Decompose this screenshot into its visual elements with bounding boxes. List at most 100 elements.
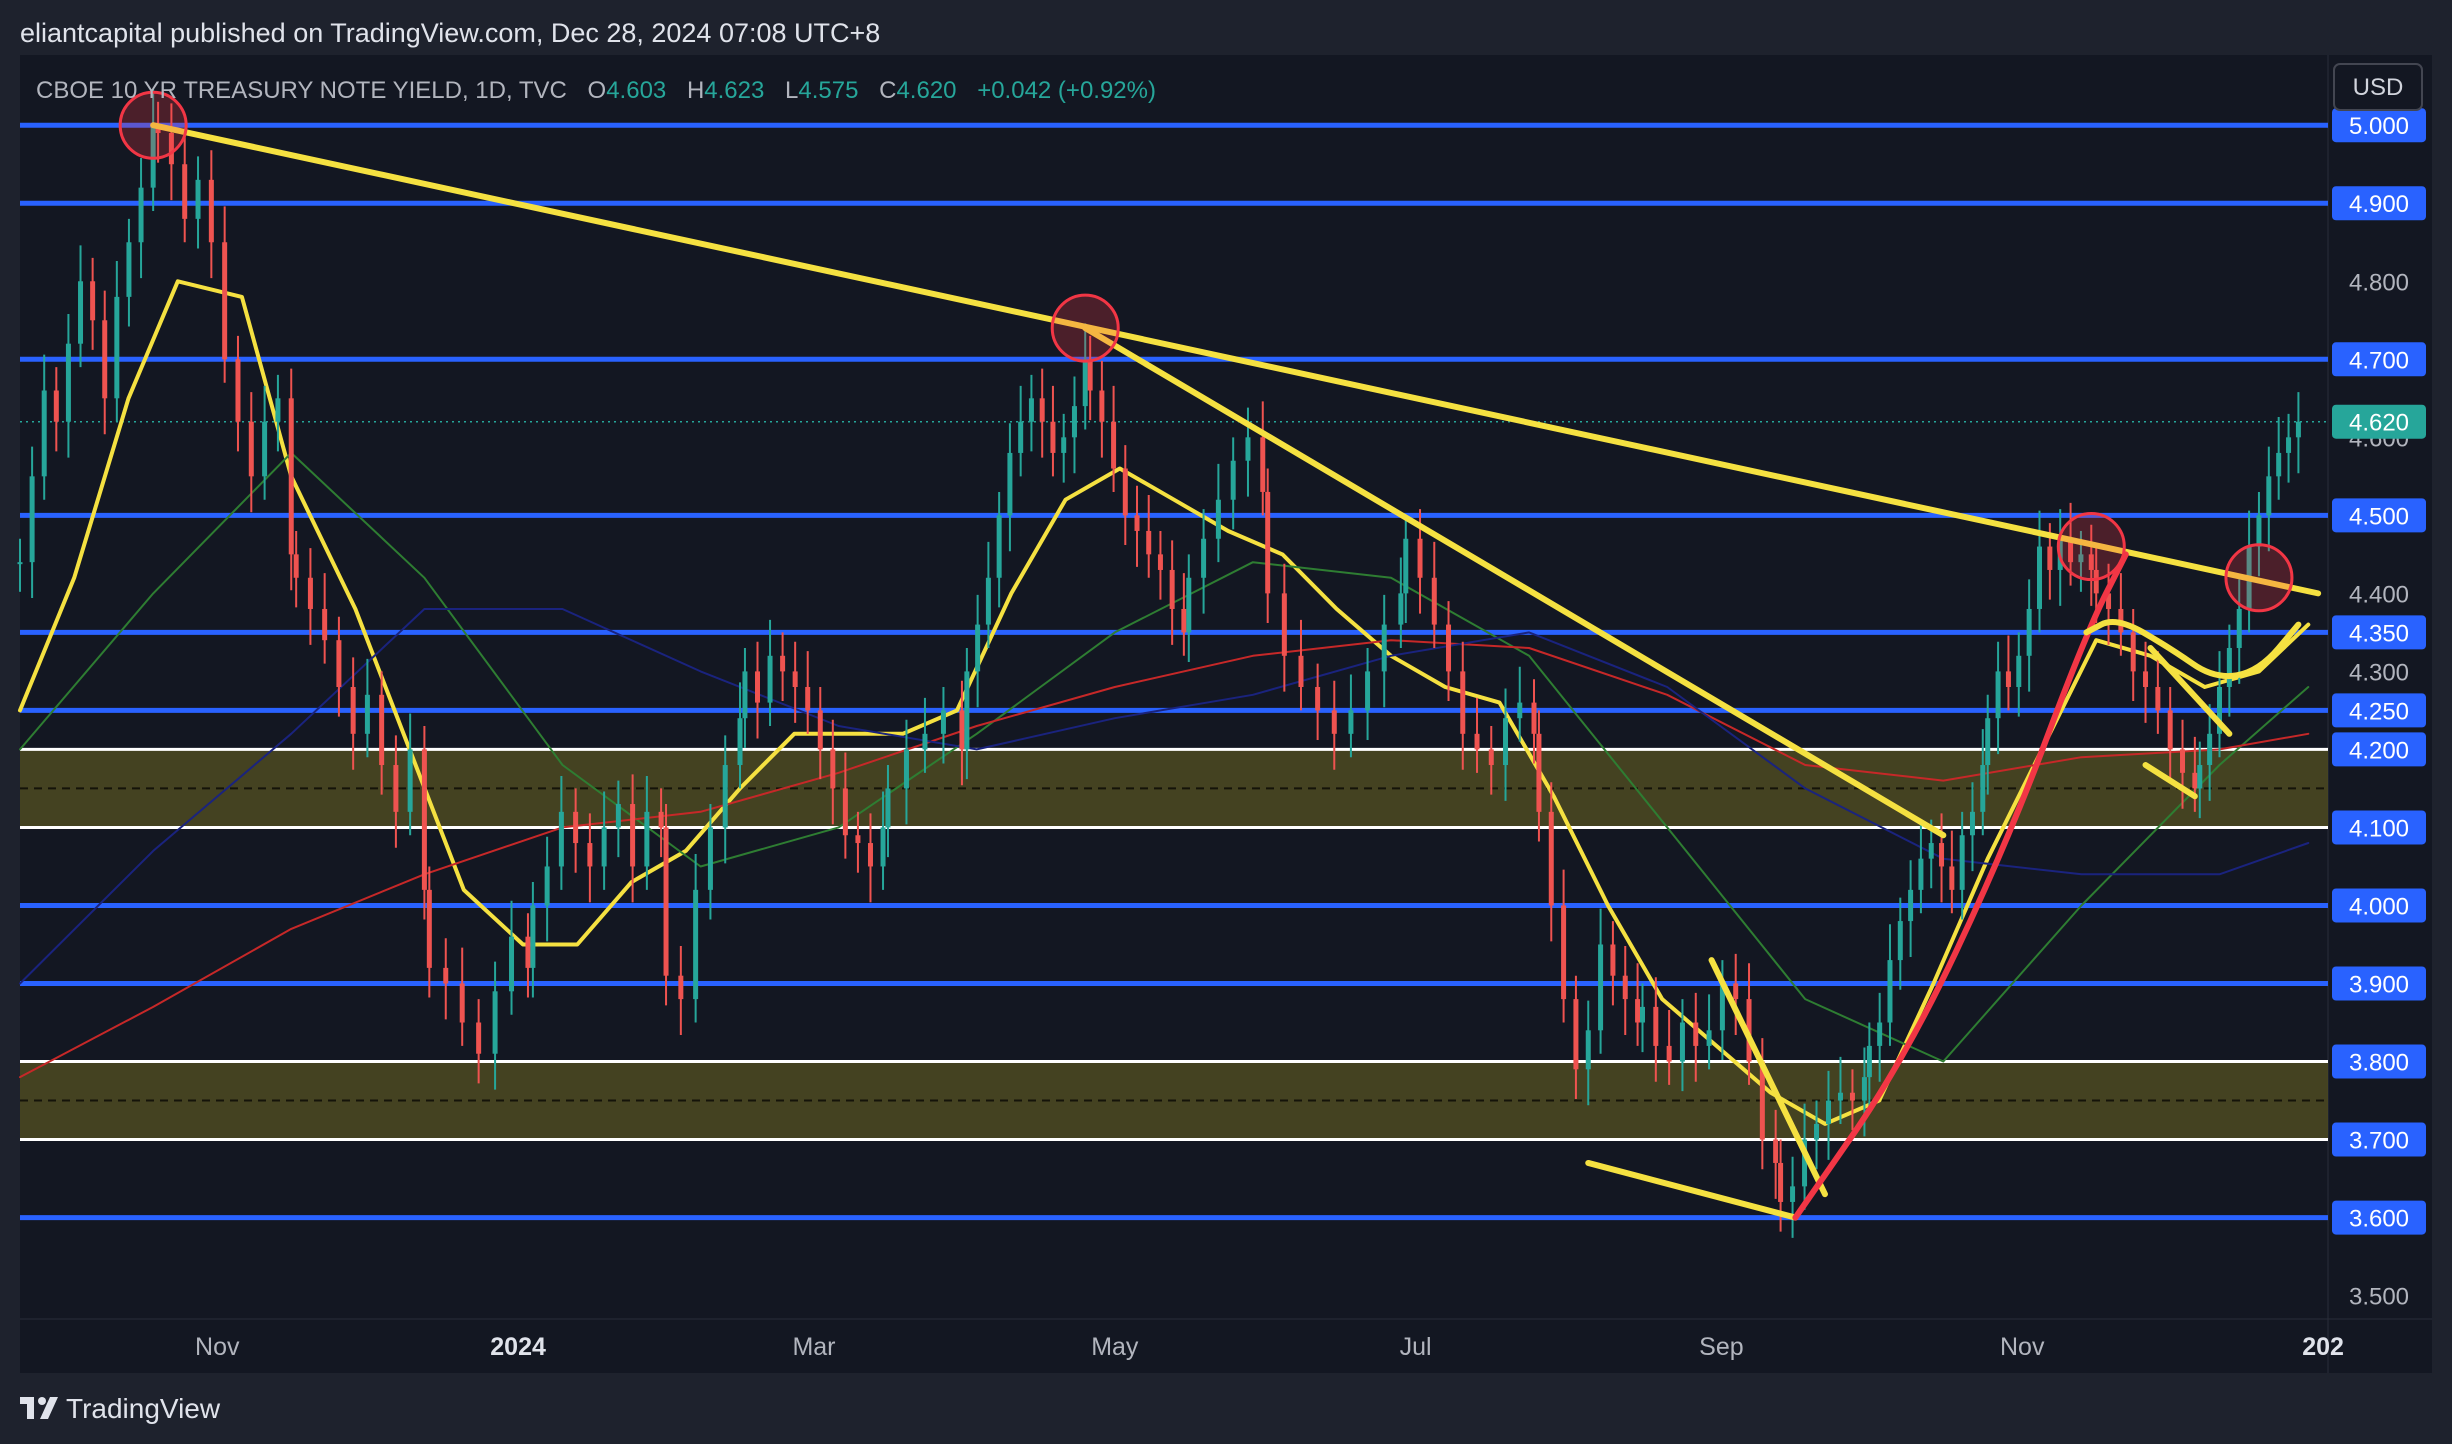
trendline xyxy=(2147,644,2233,737)
candle-body xyxy=(1561,905,1567,1000)
candle-body xyxy=(767,655,773,703)
candle-body xyxy=(168,133,174,165)
candle-body xyxy=(530,905,536,968)
candle-body xyxy=(1028,398,1034,422)
candle-body xyxy=(2016,655,2022,687)
candle-body xyxy=(985,577,991,625)
highlight-circle xyxy=(2056,512,2126,582)
candle-body xyxy=(248,421,254,477)
candle-body xyxy=(1536,733,1542,812)
candle-body xyxy=(1230,460,1236,500)
candle-body xyxy=(1417,538,1423,578)
published-caption: eliantcapital published on TradingView.c… xyxy=(20,18,880,48)
candle-body xyxy=(780,655,786,672)
candle-body xyxy=(2192,772,2198,789)
candle-body xyxy=(509,936,515,992)
candle-body xyxy=(830,749,836,789)
candle-body xyxy=(1082,359,1088,407)
candle-body xyxy=(1431,577,1437,625)
candle-body xyxy=(1861,1077,1867,1101)
close-label: C xyxy=(879,77,896,104)
candle-body xyxy=(2093,569,2099,594)
candle-body xyxy=(1949,866,1955,890)
high-label: H xyxy=(687,77,704,104)
price-tick-label: 4.250 xyxy=(2349,698,2409,725)
candle-body xyxy=(1635,999,1641,1023)
price-tick-label: 3.500 xyxy=(2349,1284,2409,1311)
currency-label[interactable]: USD xyxy=(2353,74,2404,101)
candle-body xyxy=(222,242,228,360)
candle-body xyxy=(587,843,593,867)
candle-body xyxy=(379,694,385,766)
time-axis[interactable]: Nov 2024 Mar May Jul Sep Nov 202 xyxy=(195,1333,2344,1361)
candle-body xyxy=(17,562,23,565)
candle-body xyxy=(2266,476,2272,516)
price-tick-label: 3.700 xyxy=(2349,1128,2409,1155)
candle-body xyxy=(1548,811,1554,906)
high-value: 4.623 xyxy=(704,77,764,104)
candle-body xyxy=(1215,499,1221,539)
candle-body xyxy=(601,827,607,867)
trendline xyxy=(2142,762,2198,800)
candle-body xyxy=(1877,1022,1883,1046)
candle-body xyxy=(1099,390,1105,422)
candle-body xyxy=(102,320,108,399)
highlight-circle xyxy=(1050,293,1120,363)
candle-body xyxy=(322,608,328,641)
highlight-circle xyxy=(2224,543,2294,613)
curve-red xyxy=(1792,551,2129,1221)
candle-body xyxy=(1928,843,1934,859)
price-tick-label: 3.900 xyxy=(2349,971,2409,998)
candle-body xyxy=(53,390,59,422)
candle-body xyxy=(1111,421,1117,469)
candle-body xyxy=(855,835,861,844)
close-value: 4.620 xyxy=(896,77,956,104)
candle-body xyxy=(1169,569,1175,609)
candle-body xyxy=(78,281,84,344)
candle-body xyxy=(1503,718,1509,766)
candle-body xyxy=(996,515,1002,578)
candles-layer xyxy=(17,89,2301,1238)
candle-body xyxy=(1622,975,1628,1000)
zones-layer xyxy=(20,747,2328,1142)
candle-body xyxy=(1488,749,1494,766)
candle-body xyxy=(138,187,144,243)
time-tick-label: Mar xyxy=(792,1333,835,1361)
candle-body xyxy=(817,710,823,750)
candle-body xyxy=(964,671,970,750)
candle-body xyxy=(1398,593,1404,625)
change-value: +0.042 (+0.92%) xyxy=(977,77,1156,104)
candle-body xyxy=(393,765,399,812)
time-tick-label: Nov xyxy=(195,1333,240,1361)
candle-body xyxy=(1653,1006,1659,1046)
trendline xyxy=(1585,1159,1799,1221)
candle-body xyxy=(235,359,241,422)
candle-body xyxy=(959,710,965,750)
candle-body xyxy=(459,983,465,1023)
candle-body xyxy=(2047,546,2053,570)
candle-body xyxy=(1679,1022,1685,1062)
currency-button-box[interactable] xyxy=(2333,63,2423,111)
candle-body xyxy=(1746,999,1752,1062)
symbol-legend[interactable]: CBOE 10 YR TREASURY NOTE YIELD, 1D, TVC … xyxy=(36,77,1156,104)
candle-body xyxy=(2217,687,2223,734)
currency-button[interactable]: USD xyxy=(2333,63,2423,111)
candle-body xyxy=(742,671,748,719)
tradingview-wordmark[interactable]: TradingView xyxy=(66,1393,221,1424)
price-label-box xyxy=(2332,888,2426,923)
candle-body xyxy=(1719,983,1725,1031)
candle-body xyxy=(1825,1100,1831,1124)
candle-body xyxy=(1146,530,1152,555)
candle-body xyxy=(1245,437,1251,461)
candle-body xyxy=(1087,359,1093,391)
candle-body xyxy=(1018,421,1024,453)
candle-body xyxy=(2130,632,2136,672)
candle-body xyxy=(1959,835,1965,890)
tradingview-brand[interactable]: TradingView xyxy=(20,1393,221,1424)
candle-body xyxy=(1773,1139,1779,1163)
candle-body xyxy=(2276,452,2282,477)
candle-body xyxy=(1693,1022,1699,1046)
price-axis[interactable]: 3.500 3.600 3.700 3.800 3.900 4.000 4.100 4.200… xyxy=(2332,108,2426,1311)
